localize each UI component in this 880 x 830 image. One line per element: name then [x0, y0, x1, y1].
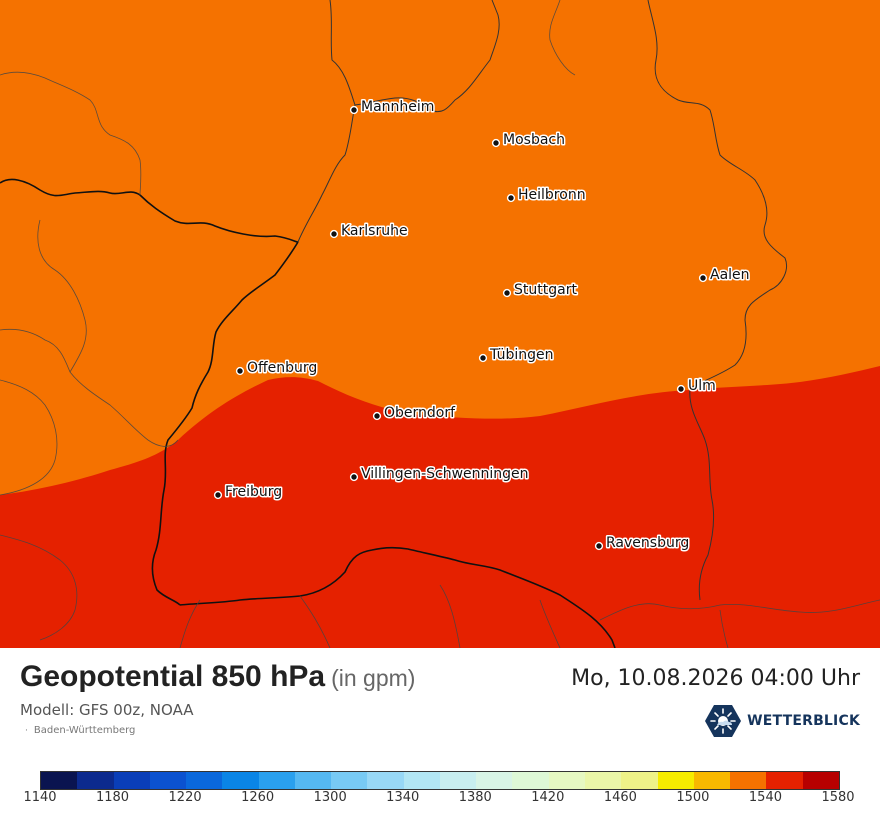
color-scale-step [331, 772, 368, 789]
color-scale-step [186, 772, 223, 789]
brand-logo: WETTERBLICK [705, 704, 860, 738]
color-scale-tick: 1380 [458, 790, 492, 805]
rlp-border [297, 104, 356, 243]
color-scale-tick: 1460 [603, 790, 637, 805]
color-scale-step [693, 772, 731, 789]
color-scale-step [548, 772, 585, 789]
footer: Geopotential 850 hPa (in gpm) Mo, 10.08.2… [0, 648, 880, 830]
city-label-tubingen: Tübingen [489, 347, 554, 363]
color-scale [40, 771, 840, 790]
color-scale-step [766, 772, 803, 789]
city-marker-offenburg [235, 366, 245, 376]
color-scale-step [222, 772, 259, 789]
city-marker-heilbronn [506, 193, 516, 203]
city-label-freiburg: Freiburg [225, 484, 282, 500]
color-scale-step [149, 772, 187, 789]
color-scale-tick: 1180 [95, 790, 130, 805]
cities: Mannheim Mosbach Heilbronn Karlsruhe Aalen St… [213, 98, 751, 553]
city-label-heilbronn: Heilbronn [518, 187, 586, 203]
sun-cloud-icon [705, 705, 742, 737]
color-scale-step [403, 772, 440, 789]
rhine-border [151, 241, 299, 606]
city-marker-stuttgart [502, 288, 512, 298]
map-band-1560 [0, 366, 880, 648]
region-text: Baden-Württemberg [33, 725, 136, 736]
city-label-ravensburg: Ravensburg [606, 535, 689, 551]
bavaria-border [647, 0, 787, 601]
map: Mannheim Mosbach Heilbronn Karlsruhe Aalen St… [0, 0, 880, 648]
city-marker-mosbach [491, 138, 501, 148]
city-marker-mannheim [349, 105, 359, 115]
city-label-mannheim: Mannheim [361, 99, 434, 115]
city-label-oberndorf: Oberndorf [384, 405, 456, 421]
city-marker-aalen [698, 273, 708, 283]
color-scale-step [113, 772, 150, 789]
color-scale-tick: 1540 [748, 790, 782, 805]
color-scale-tick: 1300 [313, 790, 347, 805]
color-scale-step [367, 772, 404, 789]
color-scale-tick: 1500 [676, 790, 710, 805]
city-label-aalen: Aalen [710, 267, 750, 283]
city-marker-karlsruhe [329, 229, 339, 239]
color-scale-step [512, 772, 549, 789]
map-title: Geopotential 850 hPa (in gpm) [20, 660, 415, 694]
city-label-mosbach: Mosbach [503, 132, 565, 148]
color-scale-step [476, 772, 513, 789]
city-marker-oberndorf [372, 411, 382, 421]
color-scale-step [730, 772, 767, 789]
swiss-border [179, 546, 616, 648]
title-text: Geopotential 850 hPa [20, 660, 326, 693]
city-label-karlsruhe: Karlsruhe [341, 223, 408, 239]
color-scale-step [77, 772, 114, 789]
city-marker-villingen [349, 472, 359, 482]
color-scale-ticks: 1140 1180 1220 1260 1300 1340 1380 1420 1460 1500… [0, 790, 880, 810]
forecast-datetime: Mo, 10.08.2026 04:00 Uhr [571, 666, 860, 691]
color-scale-tick: 1340 [386, 790, 420, 805]
color-scale-step [294, 772, 332, 789]
city-marker-tubingen [478, 353, 488, 363]
color-scale-step [258, 772, 295, 789]
city-label-stuttgart: Stuttgart [514, 282, 577, 298]
city-label-ulm: Ulm [688, 378, 716, 394]
color-scale-step [41, 772, 78, 789]
color-scale-tick: 1220 [168, 790, 202, 805]
city-marker-ulm [676, 384, 686, 394]
color-scale-step [439, 772, 477, 789]
city-label-villingen: Villingen-Schwenningen [361, 466, 529, 482]
color-scale-tick: 1140 [23, 790, 57, 805]
city-label-offenburg: Offenburg [247, 360, 317, 376]
color-scale-step [621, 772, 658, 789]
region-name: · Baden-Württemberg [25, 725, 135, 736]
color-scale-tick: 1260 [241, 790, 275, 805]
title-unit: (in gpm) [331, 665, 416, 691]
city-marker-ravensburg [594, 541, 604, 551]
brand-name: WETTERBLICK [747, 713, 860, 729]
city-marker-freiburg [213, 490, 223, 500]
hessen-border [329, 0, 500, 113]
region-lines [0, 0, 880, 648]
color-scale-step [802, 772, 839, 789]
color-scale-tick: 1420 [531, 790, 565, 805]
model-info: Modell: GFS 00z, NOAA [20, 701, 194, 719]
color-scale-step [584, 772, 622, 789]
color-scale-tick: 1580 [821, 790, 855, 805]
color-scale-step [657, 772, 694, 789]
bullet-icon: · [25, 726, 28, 736]
